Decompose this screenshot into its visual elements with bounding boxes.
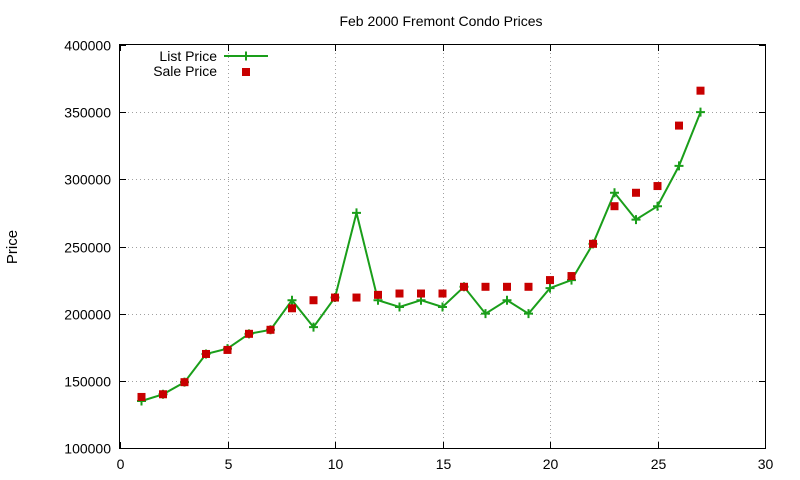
- list-price-point: [653, 201, 662, 211]
- list-price-point: [395, 302, 404, 312]
- sale-price-point: [374, 290, 382, 299]
- sale-price-point: [331, 293, 339, 302]
- legend-marker-list-price: [241, 51, 251, 61]
- sale-price-point: [417, 289, 425, 298]
- sale-price-point: [438, 289, 447, 298]
- list-price-point: [502, 295, 512, 305]
- y-tick-label: 150000: [64, 374, 111, 390]
- sale-price-point: [481, 282, 490, 291]
- sale-price-point: [395, 289, 404, 298]
- y-tick-label: 100000: [64, 441, 111, 457]
- sale-price-point: [223, 345, 232, 354]
- series-sale-price: [137, 86, 705, 401]
- sale-price-point: [632, 188, 640, 197]
- sale-price-point: [180, 378, 189, 387]
- list-price-point: [309, 322, 318, 332]
- sale-price-point: [352, 293, 361, 302]
- series-list-price: [137, 107, 705, 406]
- x-tick-label: 15: [436, 456, 452, 472]
- legend: List Price Sale Price: [153, 48, 268, 79]
- legend-marker-sale-price: [242, 68, 250, 76]
- sale-price-point: [202, 349, 210, 358]
- x-tick-label: 30: [758, 456, 774, 472]
- plot-frame: [119, 44, 766, 449]
- list-price-line: [141, 111, 702, 402]
- list-price-point: [696, 107, 705, 117]
- y-tick-label: 350000: [64, 105, 111, 121]
- list-price-point: [352, 208, 361, 218]
- legend-label-list-price: List Price: [159, 48, 217, 64]
- sale-price-point: [696, 86, 705, 95]
- chart-title: Feb 2000 Fremont Condo Prices: [339, 13, 542, 29]
- sale-price-point: [159, 390, 167, 399]
- list-price-point: [438, 302, 447, 312]
- x-tick-label: 25: [651, 456, 667, 472]
- sale-price-point: [675, 121, 683, 130]
- sale-price-point: [610, 202, 619, 211]
- axis-ticks: 100000 150000 200000 250000 300000 350000 4000…: [64, 38, 773, 473]
- sale-price-point: [589, 239, 597, 248]
- sale-price-point: [245, 329, 253, 338]
- list-price-point: [545, 283, 555, 293]
- sale-price-point: [288, 304, 296, 313]
- sale-price-point: [137, 392, 146, 401]
- sale-price-point: [567, 272, 576, 281]
- legend-key-sale-price: [242, 68, 250, 76]
- list-price-point: [287, 295, 297, 305]
- y-tick-label: 200000: [64, 307, 111, 323]
- sale-price-point: [503, 282, 511, 291]
- sale-price-point: [460, 282, 468, 291]
- grid: [120, 45, 765, 448]
- sale-price-point: [309, 296, 318, 305]
- plot-series: [137, 86, 705, 406]
- sale-price-point: [653, 182, 662, 191]
- list-price-point: [610, 188, 619, 198]
- list-price-point: [631, 215, 641, 225]
- x-tick-label: 0: [117, 456, 125, 472]
- sale-price-point: [266, 325, 275, 334]
- list-price-point: [674, 161, 684, 171]
- x-tick-label: 5: [225, 456, 233, 472]
- x-tick-label: 20: [543, 456, 559, 472]
- legend-key-list-price: [224, 51, 268, 61]
- x-tick-label: 10: [328, 456, 344, 472]
- y-tick-label: 250000: [64, 240, 111, 256]
- y-axis-label: Price: [4, 230, 21, 264]
- list-price-point: [481, 309, 490, 319]
- sale-price-point: [546, 276, 554, 285]
- y-tick-label: 400000: [64, 38, 111, 54]
- y-tick-label: 300000: [64, 172, 111, 188]
- list-price-point: [524, 309, 533, 319]
- legend-label-sale-price: Sale Price: [153, 63, 217, 79]
- sale-price-point: [524, 282, 533, 291]
